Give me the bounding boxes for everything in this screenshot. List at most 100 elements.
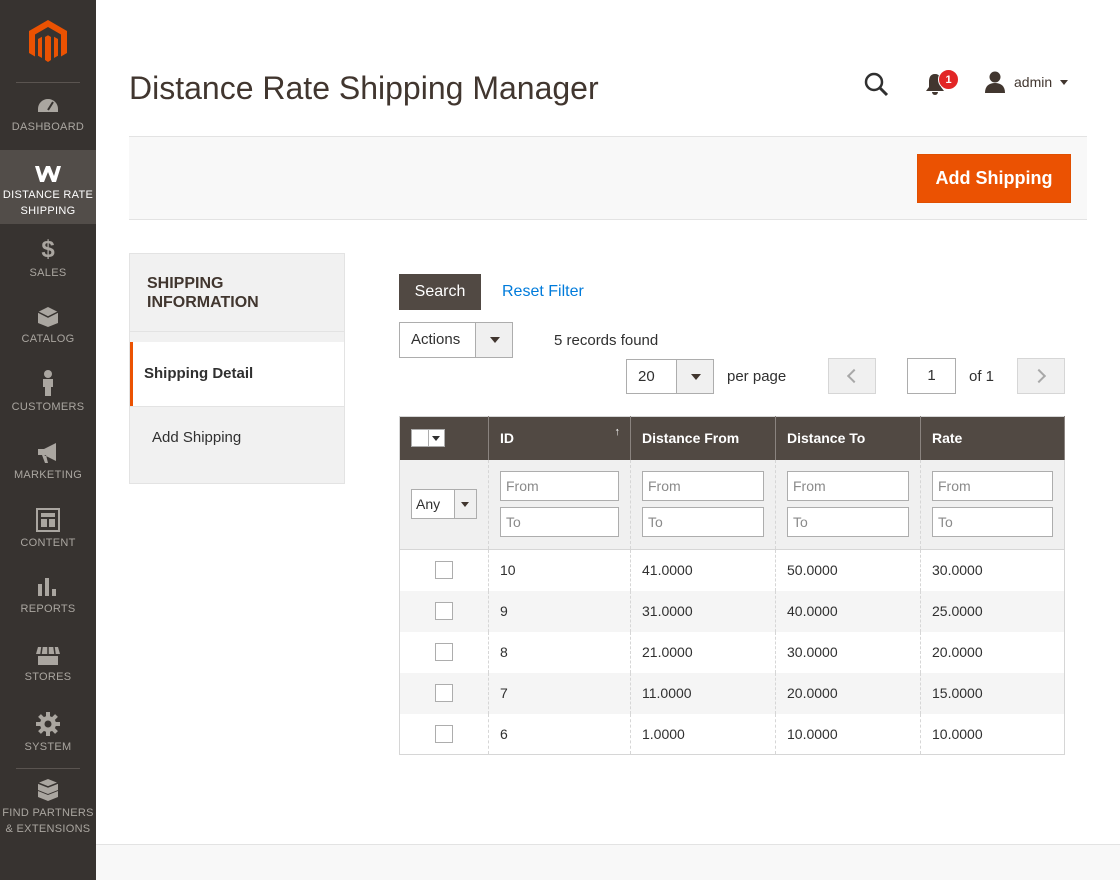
cell-id: 10 <box>488 549 631 591</box>
column-header-rate-label: Rate <box>932 430 963 447</box>
nav-catalog[interactable]: CATALOG <box>0 306 96 360</box>
filter-distance-from-to[interactable]: To <box>642 507 764 538</box>
cubes-icon <box>37 779 59 801</box>
megaphone-icon <box>38 443 56 463</box>
cell-rate: 20.0000 <box>920 631 1065 673</box>
row-checkbox[interactable] <box>435 602 453 621</box>
nav-reports[interactable]: REPORTS <box>0 576 96 630</box>
nav-marketing-label: MARKETING <box>13 469 83 481</box>
nav-dashboard-label: DASHBOARD <box>11 121 85 133</box>
cell-distance-to: 20.0000 <box>775 672 921 714</box>
row-select-cell <box>400 632 489 673</box>
nav-system-label: SYSTEM <box>24 741 72 753</box>
filter-rate-to[interactable]: To <box>932 507 1053 538</box>
row-checkbox[interactable] <box>435 724 453 743</box>
tabs-title: SHIPPING INFORMATION <box>147 275 259 311</box>
filter-id-from[interactable]: From <box>500 471 619 502</box>
table-row[interactable]: 8 21.0000 30.0000 20.0000 <box>400 631 1065 673</box>
shipping-tabs: SHIPPING INFORMATION Shipping Detail Add… <box>129 253 345 484</box>
person-icon <box>43 370 53 396</box>
admin-sidebar: DASHBOARD DISTANCE RATE SHIPPING $ SALES… <box>0 0 96 880</box>
any-filter-select[interactable]: Any <box>411 489 477 520</box>
tab-divider <box>130 406 344 407</box>
search-icon[interactable] <box>863 71 889 97</box>
nav-customers[interactable]: CUSTOMERS <box>0 370 96 424</box>
column-header-distance-from[interactable]: Distance From <box>630 416 776 460</box>
page-count: of 1 <box>969 368 995 385</box>
search-button[interactable]: Search <box>399 274 481 310</box>
row-checkbox[interactable] <box>435 684 453 703</box>
shipping-rates-grid: ID ↑ Distance From Distance To Rate Any … <box>399 416 1065 755</box>
table-row[interactable]: 7 11.0000 20.0000 15.0000 <box>399 672 1065 714</box>
filter-distance-from-from[interactable]: From <box>642 471 764 502</box>
grid-header-row: ID ↑ Distance From Distance To Rate <box>399 416 1065 460</box>
table-row[interactable]: 6 1.0000 10.0000 10.0000 <box>400 713 1065 755</box>
nav-customers-label: CUSTOMERS <box>11 401 85 413</box>
filter-distance-to-from[interactable]: From <box>787 471 909 502</box>
page-title: Distance Rate Shipping Manager <box>129 70 599 106</box>
add-shipping-button[interactable]: Add Shipping <box>917 154 1071 203</box>
box-icon <box>37 307 59 327</box>
grid-filter-row: Any From To From To From To From To <box>399 459 1065 550</box>
dashboard-icon <box>36 96 60 114</box>
column-header-distance-to[interactable]: Distance To <box>775 416 921 460</box>
filter-rate-from[interactable]: From <box>932 471 1053 502</box>
tab-divider <box>130 331 344 332</box>
table-row[interactable]: 10 41.0000 50.0000 30.0000 <box>400 549 1065 591</box>
row-checkbox[interactable] <box>435 643 453 662</box>
storefront-icon <box>36 646 60 665</box>
row-select-cell <box>399 590 489 632</box>
nav-stores[interactable]: STORES <box>0 646 96 700</box>
mass-actions-label: Actions <box>411 331 461 348</box>
cell-distance-from: 1.0000 <box>630 713 776 755</box>
nav-marketing[interactable]: MARKETING <box>0 442 96 496</box>
row-checkbox[interactable] <box>435 561 453 580</box>
chevron-down-icon <box>454 490 476 519</box>
nav-distance-rate-shipping[interactable]: DISTANCE RATE SHIPPING <box>0 150 96 224</box>
nav-content-label: CONTENT <box>20 537 76 549</box>
mass-actions-select[interactable]: Actions <box>399 322 513 358</box>
cell-distance-from: 31.0000 <box>630 590 776 632</box>
cell-distance-from: 21.0000 <box>630 631 776 673</box>
filter-id-cell: From To <box>488 459 631 550</box>
next-page-button[interactable] <box>1017 358 1065 394</box>
filter-rate-cell: From To <box>920 459 1065 550</box>
sort-ascending-icon: ↑ <box>614 426 621 438</box>
logo-divider <box>16 82 80 83</box>
dollar-icon: $ <box>41 236 55 263</box>
nav-system[interactable]: SYSTEM <box>0 712 96 766</box>
nav-sales[interactable]: $ SALES <box>0 238 96 292</box>
column-header-rate[interactable]: Rate <box>920 416 1065 460</box>
page-number-input[interactable]: 1 <box>907 358 956 394</box>
column-header-distance-to-label: Distance To <box>787 430 866 447</box>
cell-distance-to: 30.0000 <box>775 631 921 673</box>
column-header-id[interactable]: ID ↑ <box>488 416 631 460</box>
nav-find-partners[interactable]: FIND PARTNERS & EXTENSIONS <box>0 778 96 838</box>
column-header-distance-from-label: Distance From <box>642 430 740 447</box>
reset-filter-link[interactable]: Reset Filter <box>502 283 584 300</box>
cell-distance-to: 10.0000 <box>775 713 921 755</box>
table-row[interactable]: 9 31.0000 40.0000 25.0000 <box>399 590 1065 632</box>
notification-badge[interactable]: 1 <box>938 69 959 90</box>
nav-sales-label: SALES <box>29 267 67 279</box>
per-page-select[interactable]: 20 <box>626 359 714 394</box>
mass-select-header <box>399 416 489 460</box>
nav-reports-label: REPORTS <box>20 603 76 615</box>
user-menu[interactable]: admin <box>984 70 1069 94</box>
magento-logo[interactable] <box>27 20 69 64</box>
bar-chart-icon <box>38 578 56 596</box>
nav-find-partners-label: FIND PARTNERS & EXTENSIONS <box>2 807 94 835</box>
cell-rate: 30.0000 <box>920 549 1065 591</box>
filter-id-to[interactable]: To <box>500 507 619 538</box>
cell-rate: 15.0000 <box>920 672 1065 714</box>
cell-id: 9 <box>488 590 631 632</box>
filter-distance-to-to[interactable]: To <box>787 507 909 538</box>
tab-shipping-detail[interactable]: Shipping Detail <box>130 342 344 406</box>
nav-dashboard[interactable]: DASHBOARD <box>0 96 96 150</box>
mass-select-dropdown[interactable] <box>411 429 445 448</box>
tab-add-shipping[interactable]: Add Shipping <box>152 429 242 446</box>
cell-rate: 10.0000 <box>920 713 1065 755</box>
nav-content[interactable]: CONTENT <box>0 508 96 562</box>
previous-page-button[interactable] <box>828 358 876 394</box>
nav-stores-label: STORES <box>24 671 72 683</box>
